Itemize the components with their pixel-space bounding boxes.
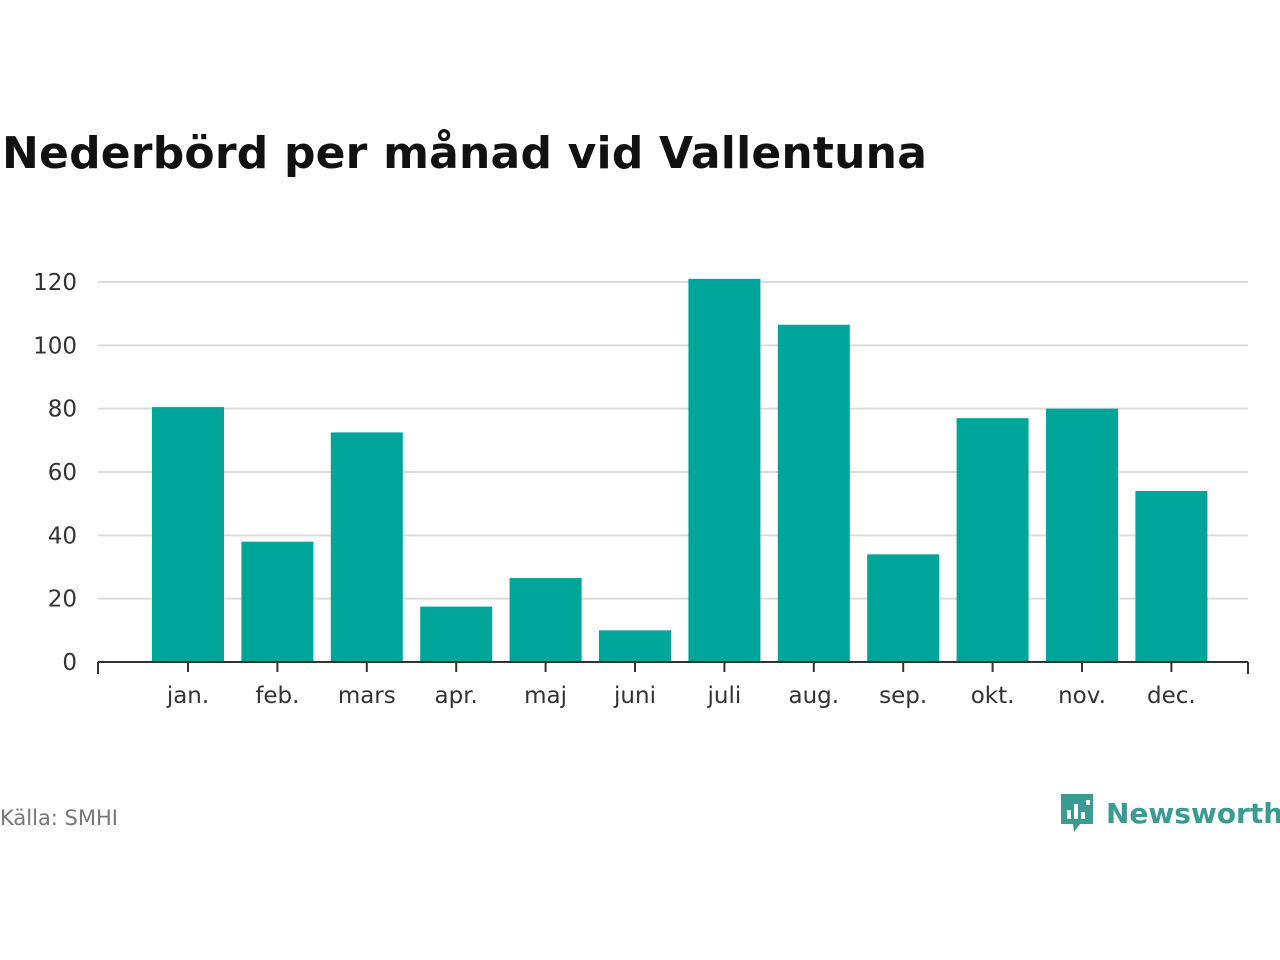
x-axis (97, 661, 1249, 674)
x-tick-label: aug. (789, 683, 840, 709)
chart-title: Nederbörd per månad vid Vallentuna (2, 128, 928, 179)
y-tick-label: 80 (48, 397, 77, 423)
x-tick-label: juli (707, 683, 742, 709)
bar (777, 324, 850, 662)
x-tick-label: jan. (166, 683, 209, 709)
y-tick-label: 100 (33, 333, 77, 359)
x-tick-label: dec. (1147, 683, 1196, 709)
bar (1046, 408, 1118, 662)
bar (688, 278, 761, 662)
bar (152, 407, 224, 662)
x-tick-label: okt. (971, 683, 1015, 709)
x-tick-label: feb. (255, 683, 299, 709)
x-tick-label: juni (613, 683, 656, 709)
brand-name: Newsworthy (1106, 796, 1280, 830)
x-tick-label: mars (338, 683, 396, 709)
x-tick-label: apr. (435, 683, 478, 709)
source-note: Källa: SMHI (0, 806, 118, 830)
bars (152, 278, 1208, 662)
bar (420, 606, 493, 662)
bar (330, 432, 403, 662)
y-tick-label: 0 (62, 650, 77, 676)
bar (1135, 491, 1208, 662)
x-axis-tick-labels: jan. feb. mars apr. maj juni juli aug. sep. okt. n… (166, 683, 1196, 709)
bar (867, 554, 940, 662)
y-tick-label: 60 (48, 460, 77, 486)
bar (599, 630, 671, 662)
y-axis-tick-labels: 0 20 40 60 80 100 120 (33, 270, 77, 676)
y-tick-label: 20 (48, 587, 77, 613)
bar (241, 541, 314, 662)
x-tick-label: sep. (879, 683, 927, 709)
brand-logo[interactable]: Newsworthy (1058, 790, 1280, 836)
newsworthy-logo-icon (1061, 794, 1093, 832)
x-tick-label: maj (524, 683, 567, 709)
y-tick-label: 120 (33, 270, 77, 296)
y-tick-label: 40 (48, 523, 77, 549)
x-tick-label: nov. (1058, 683, 1106, 709)
bar (509, 578, 582, 662)
bar (956, 418, 1029, 662)
